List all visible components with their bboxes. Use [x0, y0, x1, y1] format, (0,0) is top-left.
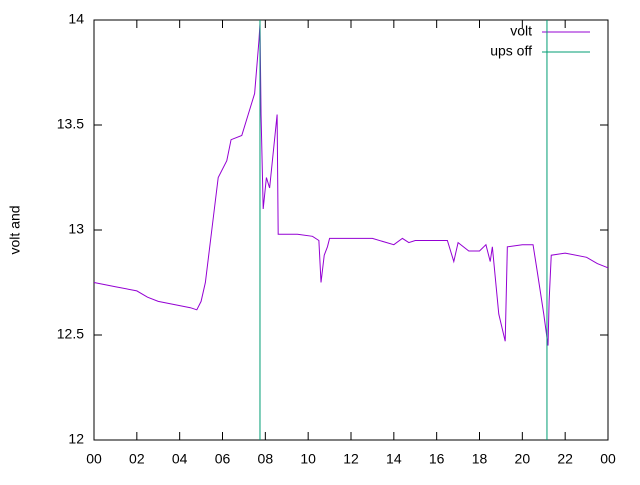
series-line — [259, 20, 548, 440]
legend-label: ups off — [490, 43, 532, 59]
y-axis-label: volt and — [7, 205, 23, 254]
x-tick-label: 02 — [129, 451, 145, 467]
y-tick-label: 12.5 — [57, 326, 84, 342]
x-tick-label: 00 — [600, 451, 616, 467]
x-tick-label: 18 — [472, 451, 488, 467]
x-tick-label: 06 — [215, 451, 231, 467]
x-tick-label: 10 — [300, 451, 316, 467]
x-tick-label: 16 — [429, 451, 445, 467]
legend-label: volt — [510, 23, 532, 39]
x-tick-label: 00 — [86, 451, 102, 467]
y-tick-label: 14 — [68, 11, 84, 27]
y-tick-label: 13.5 — [57, 116, 84, 132]
x-tick-label: 12 — [343, 451, 359, 467]
y-tick-label: 13 — [68, 221, 84, 237]
x-tick-label: 22 — [557, 451, 573, 467]
x-tick-label: 14 — [386, 451, 402, 467]
x-tick-label: 20 — [515, 451, 531, 467]
plot-border — [93, 19, 609, 441]
series-line — [93, 24, 609, 346]
x-tick-label: 08 — [258, 451, 274, 467]
x-tick-label: 04 — [172, 451, 188, 467]
y-tick-label: 12 — [68, 431, 84, 447]
